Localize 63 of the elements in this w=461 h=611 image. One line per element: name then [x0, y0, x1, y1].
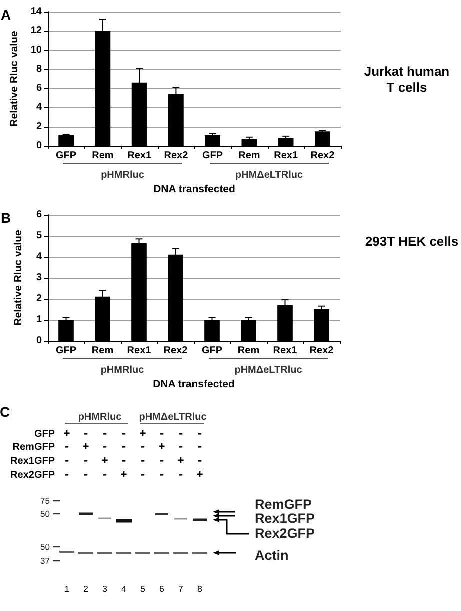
chart-title: B [1, 210, 12, 226]
x-tick-label: Rem [92, 346, 114, 356]
text: 75 [40, 496, 50, 506]
text: - + - - - + - - [64, 442, 206, 454]
text: RemGFP [255, 497, 312, 512]
y-tick-label: 0 [36, 140, 42, 152]
text: pHMΔeLTRluc [139, 412, 207, 423]
x-axis-title: DNA transfected [153, 378, 235, 390]
text: 50 [40, 508, 50, 519]
text: RemGFP [12, 442, 55, 453]
text: pHMRluc [100, 365, 144, 376]
text: pHMΔeLTRluc [235, 170, 304, 181]
y-tick-label: 2 [36, 121, 42, 132]
x-tick-label: Rex2 [310, 150, 336, 162]
text: pHMΔeLTRluc [234, 365, 302, 376]
x-tick-label: Rex2 [164, 150, 189, 162]
y-tick-label: 4 [36, 102, 42, 114]
x-tick-label: Rex1 [273, 346, 298, 356]
text: Rex1GFP [10, 456, 55, 467]
x-tick-label: Rem [238, 150, 260, 162]
text: + - - - + - - - [64, 428, 206, 440]
text: 50 [40, 542, 50, 552]
y-tick-label: 14 [30, 6, 42, 18]
y-tick-label: 3 [36, 272, 42, 284]
text: C [0, 404, 10, 420]
x-tick-label: Rem [238, 346, 260, 356]
x-tick-label: GFP [56, 150, 77, 162]
text: 37 [40, 556, 50, 566]
y-tick-label: 0 [36, 336, 42, 346]
x-tick-label: Rex2 [164, 346, 188, 356]
x-tick-label: GFP [56, 346, 77, 356]
text: Actin [255, 548, 289, 564]
y-tick-label: 12 [30, 26, 42, 37]
y-tick-label: 1 [36, 314, 42, 326]
x-tick-label: Rex1 [128, 150, 152, 162]
x-tick-label: Rex1 [274, 150, 298, 162]
text: Rex2GFP [255, 526, 316, 542]
text: pHMRluc [78, 412, 122, 423]
y-tick-label: 6 [36, 210, 42, 220]
y-tick-label: 2 [36, 294, 42, 304]
x-tick-label: Rem [92, 150, 114, 162]
y-tick-label: 10 [30, 44, 42, 56]
text: Jurkat human T cells [363, 64, 451, 96]
y-tick-label: 6 [36, 83, 42, 94]
x-tick-label: Rex2 [310, 346, 334, 356]
y-axis-title: Relative Rluc value [8, 30, 20, 127]
y-tick-label: 5 [36, 230, 42, 242]
text: Rex1GFP [255, 510, 316, 526]
x-axis-title: DNA transfected [154, 184, 236, 196]
x-tick-label: GFP [202, 346, 223, 356]
x-tick-label: Rex1 [127, 346, 152, 356]
text: GFP [34, 429, 55, 440]
text: 1 2 3 4 5 6 7 8 [64, 584, 207, 594]
text: pHMRluc [101, 170, 144, 181]
y-tick-label: 4 [36, 252, 42, 262]
text: - - - + - - - + [64, 470, 206, 482]
text: - - + - - - + - [64, 456, 206, 468]
text: 293T HEK cells [364, 234, 460, 250]
x-tick-label: GFP [202, 150, 224, 162]
y-tick-label: 8 [36, 64, 42, 75]
chart-title: A [1, 7, 12, 23]
text: Rex2GFP [10, 470, 55, 481]
y-axis-title: Relative Rluc value [12, 230, 24, 326]
